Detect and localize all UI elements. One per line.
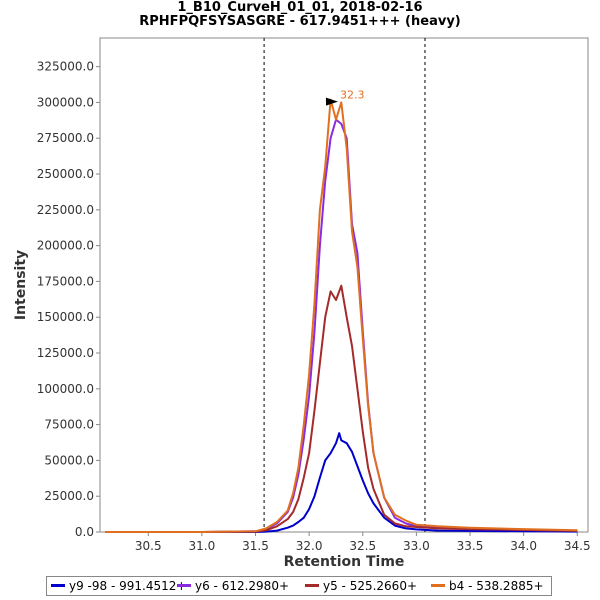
peak-label: 32.3 [340,89,365,102]
x-tick-label: 34.0 [510,539,537,553]
legend-label-y5: y5 - 525.2660+ [323,579,418,593]
legend-item-y6: y6 - 612.2980+ [177,579,289,593]
legend-swatch-y9 [51,584,65,587]
x-axis-ticks: 30.5 31.0 31.5 32.0 32.5 33.0 33.5 34.0 34.5 [135,532,591,553]
legend-label-b4: b4 - 538.2885+ [449,579,544,593]
legend: y9 -98 - 991.4512+ y6 - 612.2980+ y5 - 5… [46,576,552,596]
y-axis-ticks: 0.0 25000.0 50000.0 75000.0 100000.0 125000.0… [37,60,100,539]
y-tick-label: 250000.0 [37,167,94,181]
plot-area [99,37,589,533]
y-tick-label: 125000.0 [37,346,94,360]
legend-label-y9: y9 -98 - 991.4512+ [69,579,187,593]
series-lines [105,98,578,533]
legend-item-y9: y9 -98 - 991.4512+ [51,579,186,593]
legend-label-y6: y6 - 612.2980+ [195,579,290,593]
y-tick-label: 175000.0 [37,274,94,288]
series-line [105,432,578,533]
y-tick-label: 150000.0 [37,310,94,324]
series-line [105,98,578,533]
x-axis-title: Retention Time [284,554,405,570]
chart-title-line1: 1_B10_CurveH_01_01, 2018-02-16 [177,0,423,15]
x-tick-label: 33.5 [457,539,484,553]
x-tick-label: 34.5 [564,539,591,553]
y-tick-label: 75000.0 [44,418,94,432]
series-line [105,118,578,533]
y-tick-label: 100000.0 [37,382,94,396]
x-tick-label: 31.5 [242,539,269,553]
peak-arrow [325,97,338,106]
y-tick-label: 50000.0 [44,453,94,467]
legend-swatch-b4 [431,584,445,587]
series-line [105,284,578,533]
legend-swatch-y6 [177,584,191,587]
y-tick-label: 325000.0 [37,60,94,74]
y-tick-label: 200000.0 [37,239,94,253]
chart-title-line2: RPHFPQFSYSASGRE - 617.9451+++ (heavy) [139,14,461,29]
boundary-lines [263,38,426,532]
y-tick-label: 25000.0 [44,489,94,503]
y-tick-label: 225000.0 [37,203,94,217]
y-tick-label: 0.0 [75,525,94,539]
legend-item-y5: y5 - 525.2660+ [305,579,417,593]
peak-annotation: 32.3 [325,89,365,106]
x-tick-label: 32.5 [349,539,376,553]
x-tick-label: 30.5 [135,539,162,553]
x-tick-label: 31.0 [189,539,216,553]
legend-swatch-y5 [305,584,319,587]
y-axis-title: Intensity [13,250,29,320]
x-tick-label: 33.0 [403,539,430,553]
y-tick-label: 275000.0 [37,131,94,145]
x-tick-label: 32.0 [296,539,323,553]
legend-item-b4: b4 - 538.2885+ [431,579,544,593]
y-tick-label: 300000.0 [37,95,94,109]
